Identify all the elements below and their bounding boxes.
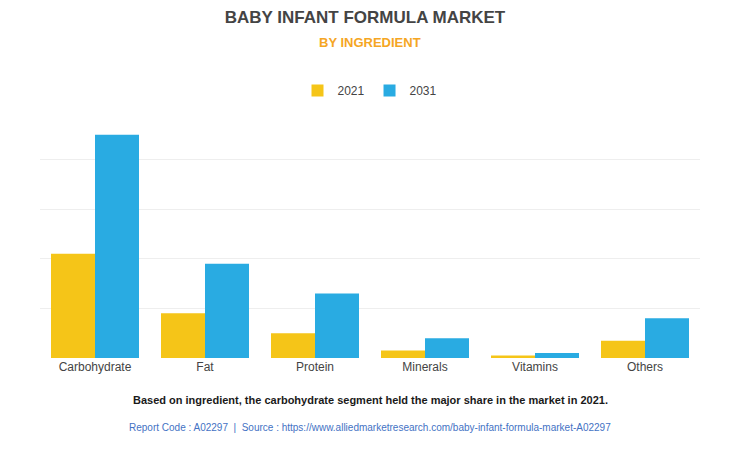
svg-text:Report Code : A02297 | Sourc: Report Code : A02297 | Source : https://… [129, 422, 611, 433]
svg-text:2031: 2031 [410, 84, 437, 98]
svg-text:Fat: Fat [196, 360, 214, 374]
svg-text:Carbohydrate: Carbohydrate [59, 360, 132, 374]
svg-text:Minerals: Minerals [402, 360, 447, 374]
svg-text:BABY INFANT FORMULA MARKET: BABY INFANT FORMULA MARKET [225, 8, 506, 27]
svg-text:Vitamins: Vitamins [512, 360, 558, 374]
svg-text:2021: 2021 [338, 84, 365, 98]
svg-text:Based on ingredient, the carbo: Based on ingredient, the carbohydrate se… [133, 394, 608, 406]
svg-text:BY INGREDIENT: BY INGREDIENT [319, 35, 421, 50]
svg-text:Protein: Protein [296, 360, 334, 374]
svg-text:Others: Others [627, 360, 663, 374]
